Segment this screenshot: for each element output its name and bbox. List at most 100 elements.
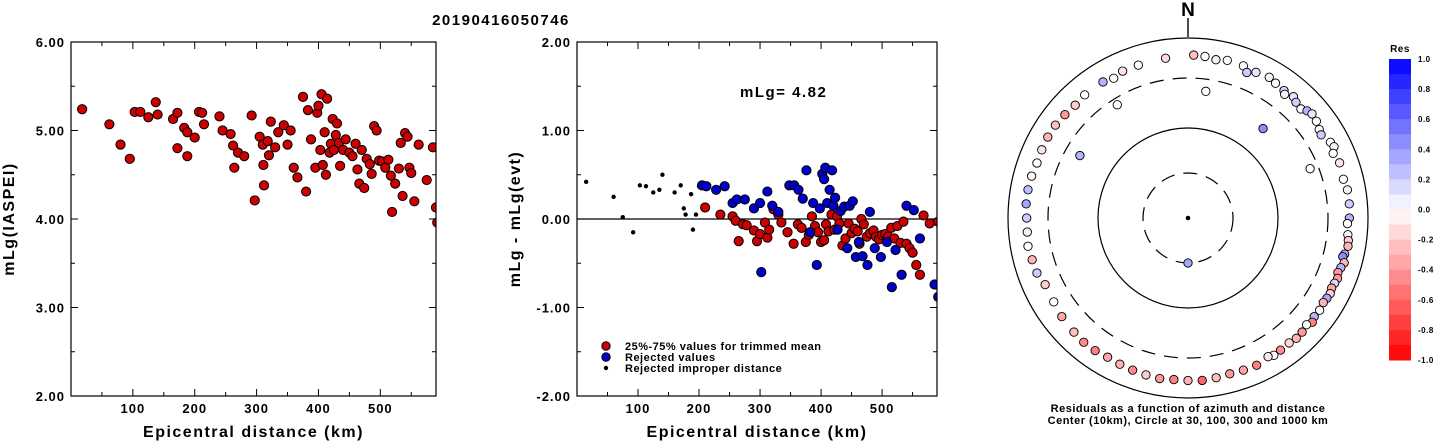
rejected-distance-point [657, 187, 662, 192]
trimmed-mean-point [907, 247, 918, 258]
station-marker [1305, 164, 1315, 174]
trimmed-mean-point [741, 220, 752, 231]
trimmed-mean-point [432, 217, 436, 228]
trimmed-mean-point [340, 134, 351, 145]
polar-caption-line-2: Center (10km), Circle at 30, 100, 300 an… [1048, 415, 1329, 427]
trimmed-mean-point [225, 128, 236, 140]
trimmed-mean-point [182, 127, 193, 138]
station-marker [1098, 77, 1108, 87]
station-marker [1079, 337, 1089, 347]
trimmed-mean-point [924, 218, 935, 229]
trimmed-mean-point [288, 162, 299, 173]
station-marker [1183, 258, 1193, 268]
station-marker [1022, 213, 1032, 223]
colorbar-cell [1389, 89, 1411, 105]
rejected-point [890, 244, 901, 256]
colorbar-tick-label: -0.8 [1418, 326, 1434, 335]
rejected-distance-point [688, 192, 694, 197]
station-marker [1050, 120, 1061, 130]
x-tick-label: 200 [687, 401, 712, 416]
colorbar-title: Res [1390, 44, 1410, 55]
rejected-distance-point [583, 179, 589, 185]
station-marker [1026, 171, 1037, 181]
rejected-point [762, 186, 773, 197]
trimmed-mean-point [262, 136, 273, 147]
station-marker [1090, 345, 1100, 356]
rejected-distance-point [672, 190, 677, 195]
station-marker [1183, 375, 1193, 386]
colorbar-cell [1389, 254, 1411, 271]
trimmed-mean-point [143, 112, 154, 123]
station-marker [1338, 174, 1349, 184]
station-marker [1334, 158, 1345, 168]
trimmed-mean-point [350, 138, 361, 149]
station-marker [1270, 78, 1281, 88]
station-marker [1263, 352, 1273, 362]
station-marker [1197, 375, 1207, 386]
station-marker [1301, 320, 1312, 330]
x-tick-label: 100 [121, 401, 146, 416]
colorbar-cell [1389, 164, 1411, 180]
trimmed-mean-point [409, 196, 420, 207]
station-marker [1291, 97, 1301, 107]
station-marker [1032, 158, 1042, 168]
colorbar-cell [1389, 284, 1411, 301]
trimmed-mean-point [278, 120, 289, 131]
colorbar-cell [1389, 209, 1411, 226]
station-marker [1200, 51, 1210, 62]
trimmed-mean-point [347, 151, 358, 162]
station-marker [1251, 67, 1261, 77]
x-axis-label: Epicentral distance (km) [143, 424, 364, 441]
station-marker [1189, 50, 1199, 60]
trimmed-mean-point [249, 195, 260, 206]
trimmed-mean-point [397, 190, 408, 202]
trimmed-mean-point [263, 150, 275, 161]
y-tick-label: 1.00 [542, 124, 571, 139]
trimmed-mean-point [364, 159, 375, 170]
trimmed-mean-point [427, 142, 436, 153]
trimmed-mean-point [227, 140, 239, 151]
station-marker [1080, 90, 1090, 100]
magnitude-vs-distance-chart: 2.00 3.00 4.00 5.00 6.00 100 200 300 400 500 Epice… [1, 35, 437, 441]
trimmed-mean-point [371, 125, 382, 136]
trimmed-mean-point [858, 219, 869, 230]
rejected-point [767, 200, 778, 211]
trimmed-mean-point [282, 139, 293, 150]
station-marker [1102, 352, 1113, 362]
station-marker [1075, 150, 1085, 161]
circle-300km [1047, 77, 1329, 359]
rejected-point [914, 233, 926, 244]
trimmed-mean-point [715, 209, 726, 220]
trimmed-mean-point [776, 217, 787, 228]
trimmed-mean-point [313, 100, 324, 111]
rejected-point [826, 165, 838, 176]
trimmed-mean-point [273, 127, 284, 138]
trimmed-mean-point [383, 154, 394, 165]
rejected-distance-point [651, 190, 656, 195]
legend-label: Rejected improper distance [625, 363, 782, 375]
circle-1000km [1007, 37, 1369, 399]
trimmed-mean-point [182, 151, 193, 162]
legend-marker-rejected [601, 352, 611, 362]
rejected-point [853, 236, 864, 248]
station-marker [1252, 360, 1262, 370]
colorbar-cell [1389, 119, 1411, 135]
trimmed-mean-point [115, 139, 126, 150]
trimmed-mean-point [914, 269, 926, 280]
station-marker [1343, 241, 1353, 251]
trimmed-mean-point [172, 143, 183, 154]
trimmed-mean-point [320, 169, 331, 180]
station-marker [1275, 345, 1286, 355]
station-marker [1133, 60, 1143, 70]
rejected-point [819, 174, 830, 185]
trimmed-mean-point [189, 132, 200, 143]
rejected-point [869, 243, 880, 254]
station-marker [1242, 67, 1252, 78]
station-marker [1279, 89, 1290, 99]
legend-marker-trimmed [601, 341, 611, 351]
y-axis-label: mLg - mLg(evt) [507, 151, 524, 288]
rejected-point [754, 197, 766, 209]
trimmed-mean-point [393, 163, 404, 174]
y-tick-label: 4.00 [36, 212, 65, 227]
trimmed-mean-point [258, 159, 269, 171]
